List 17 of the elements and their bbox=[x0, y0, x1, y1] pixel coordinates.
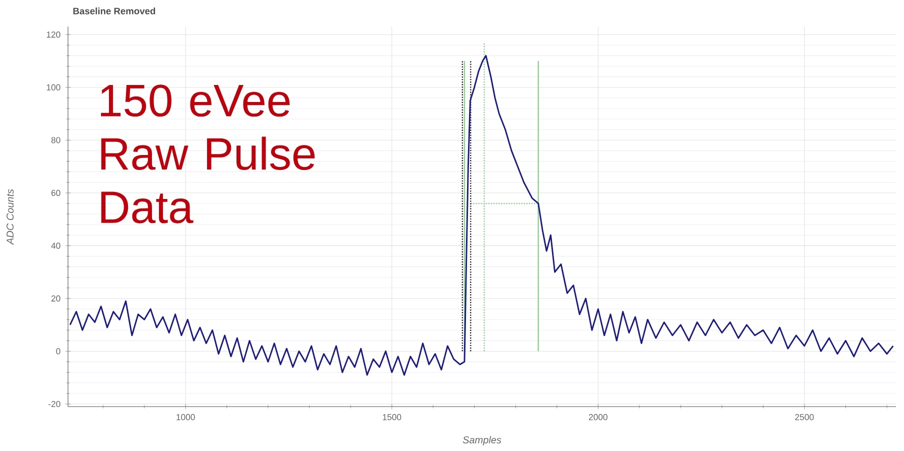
line-series bbox=[69, 55, 894, 376]
y-axis-title: ADC Counts bbox=[6, 189, 14, 246]
x-tick-label: 1000 bbox=[176, 414, 195, 420]
x-tick-label: 2500 bbox=[795, 414, 814, 420]
x-tick-label: 1500 bbox=[382, 414, 402, 420]
y-tick-label: -20 bbox=[48, 401, 60, 408]
y-tick-label: 20 bbox=[51, 296, 60, 302]
y-tick-label: 0 bbox=[56, 348, 60, 354]
y-tick-label: 40 bbox=[51, 242, 60, 249]
y-tick-label: 100 bbox=[46, 84, 60, 91]
y-tick-label: 120 bbox=[46, 32, 60, 38]
x-axis-title: Samples bbox=[462, 436, 502, 446]
annotation: 150 eVee Raw Pulse Data bbox=[101, 84, 315, 224]
chart-title: Baseline Removed bbox=[73, 8, 156, 15]
y-tick-label: 60 bbox=[51, 190, 60, 196]
x-tick-label: 2000 bbox=[588, 414, 608, 420]
y-tick-label: 80 bbox=[51, 137, 60, 144]
